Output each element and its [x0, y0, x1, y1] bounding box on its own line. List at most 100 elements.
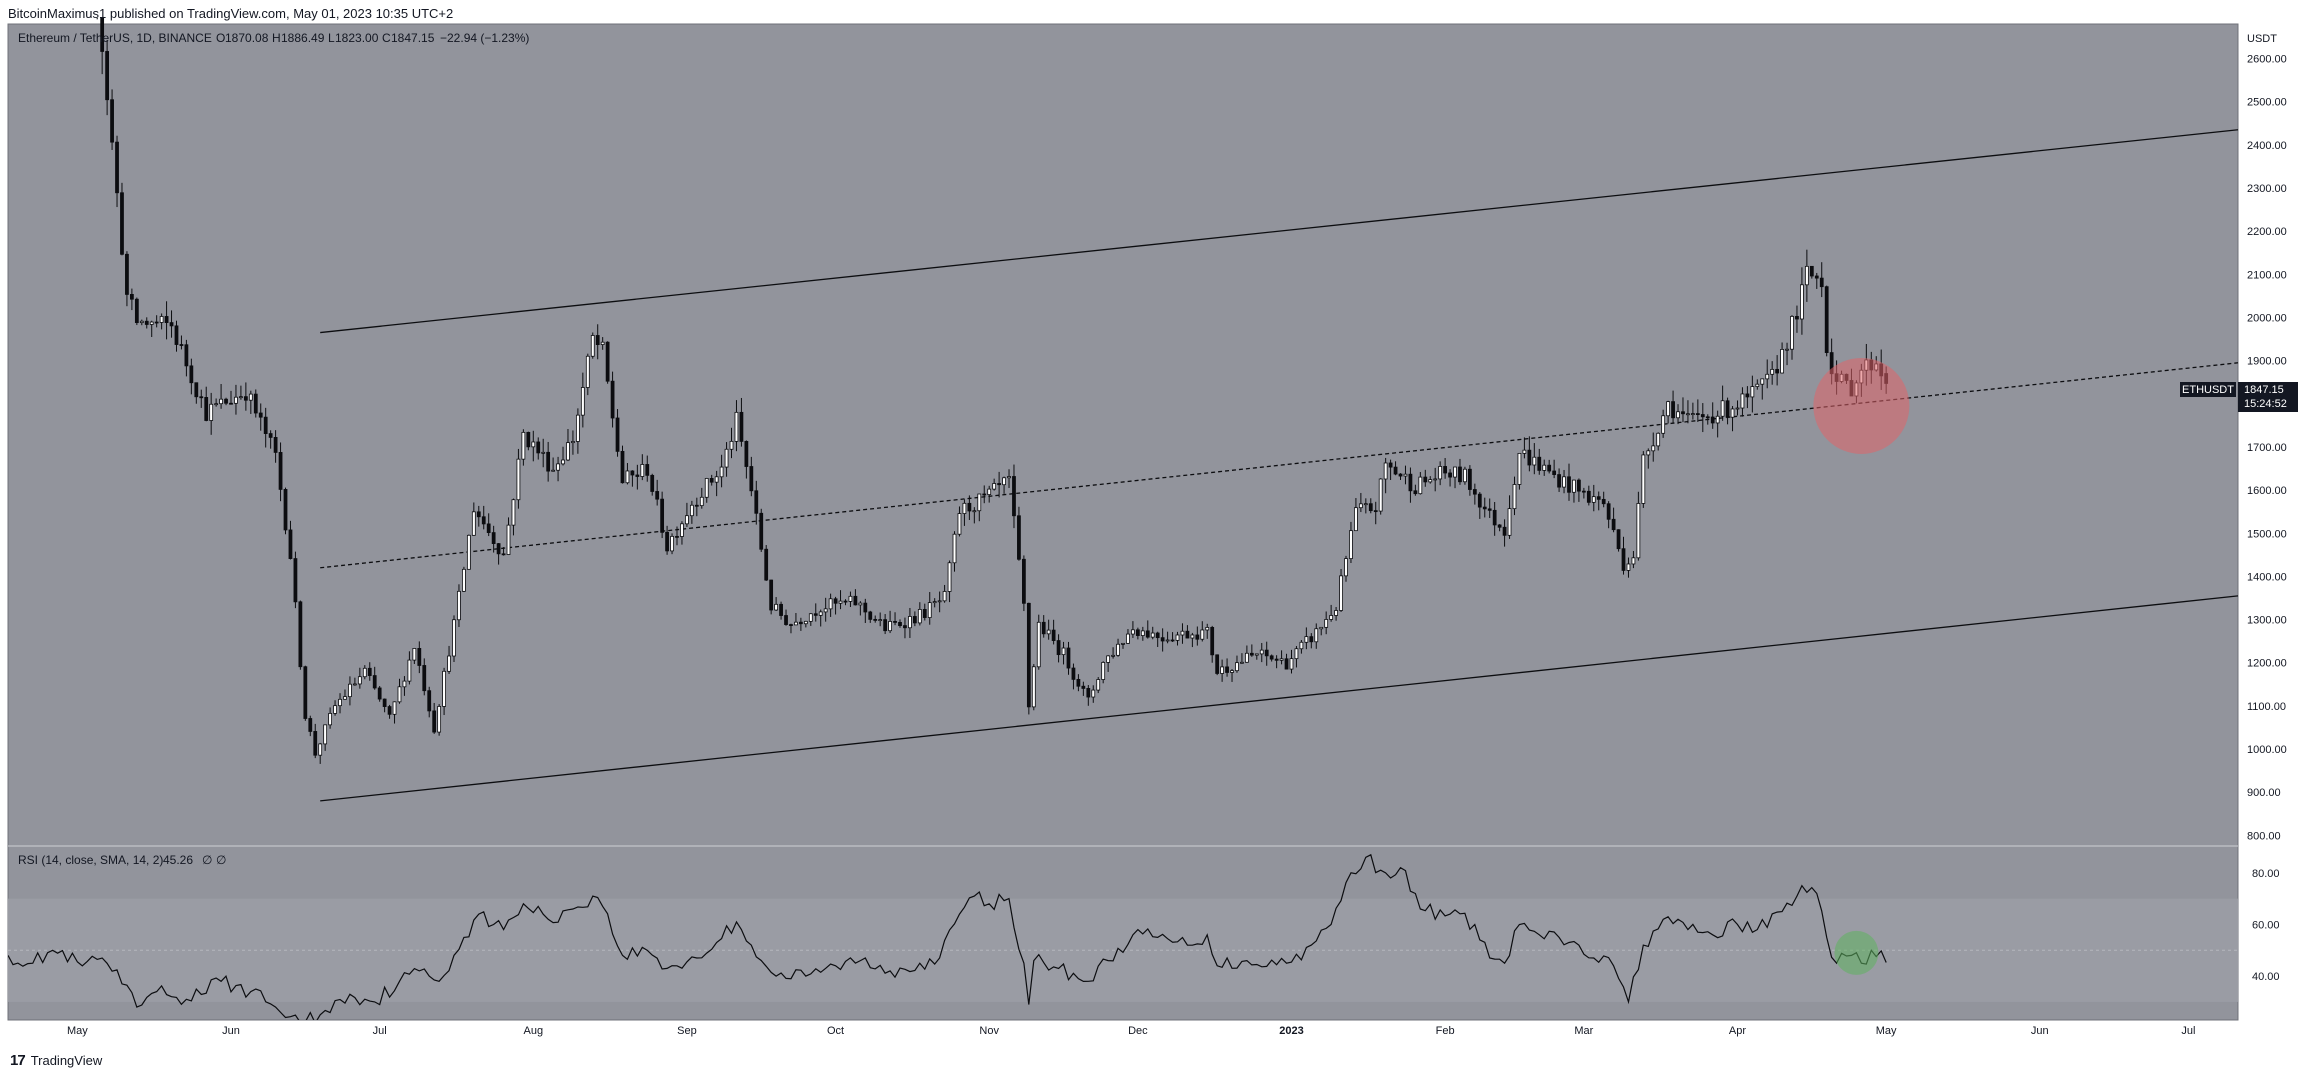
candle[interactable]: [868, 611, 873, 620]
candle[interactable]: [263, 416, 268, 434]
candle[interactable]: [1121, 642, 1125, 645]
candle[interactable]: [843, 600, 848, 603]
candle[interactable]: [888, 621, 892, 632]
candle[interactable]: [1785, 348, 1789, 351]
candle[interactable]: [1150, 632, 1155, 638]
candle[interactable]: [1621, 548, 1626, 571]
candle[interactable]: [253, 393, 258, 414]
candle[interactable]: [402, 680, 407, 688]
candle[interactable]: [1363, 503, 1368, 506]
candle[interactable]: [1468, 468, 1472, 490]
candle[interactable]: [1438, 466, 1443, 480]
candle[interactable]: [1710, 416, 1715, 424]
candle[interactable]: [209, 403, 214, 421]
candle[interactable]: [1448, 472, 1452, 478]
candle[interactable]: [1725, 400, 1730, 418]
candle[interactable]: [1299, 641, 1304, 650]
candle[interactable]: [922, 609, 927, 618]
candle[interactable]: [650, 474, 655, 492]
candle[interactable]: [1354, 507, 1358, 532]
candle[interactable]: [1339, 575, 1343, 611]
candle[interactable]: [729, 440, 734, 450]
candle[interactable]: [1572, 479, 1576, 493]
candle[interactable]: [818, 611, 823, 616]
rsi-line[interactable]: [8, 853, 1887, 1023]
candle[interactable]: [144, 320, 149, 325]
candle[interactable]: [1557, 474, 1561, 488]
candle[interactable]: [164, 316, 169, 323]
candle[interactable]: [1373, 510, 1378, 513]
candle[interactable]: [1606, 503, 1611, 520]
candle[interactable]: [501, 553, 506, 556]
candle[interactable]: [898, 622, 902, 626]
candle[interactable]: [516, 458, 521, 501]
candle[interactable]: [1220, 666, 1224, 674]
candle[interactable]: [1715, 415, 1720, 424]
candle[interactable]: [521, 431, 526, 460]
candle[interactable]: [1482, 506, 1487, 510]
candle[interactable]: [838, 600, 843, 604]
candle[interactable]: [1616, 529, 1621, 550]
candle[interactable]: [169, 322, 174, 327]
candle[interactable]: [1661, 415, 1666, 434]
candle[interactable]: [704, 478, 709, 498]
candle[interactable]: [1086, 688, 1091, 698]
candle[interactable]: [833, 598, 838, 604]
candle[interactable]: [912, 616, 917, 624]
candle[interactable]: [1358, 503, 1363, 509]
candle[interactable]: [962, 502, 967, 514]
candle[interactable]: [1477, 493, 1482, 508]
candle[interactable]: [685, 515, 689, 525]
candle[interactable]: [1259, 649, 1264, 655]
candle[interactable]: [1814, 275, 1819, 279]
candle[interactable]: [853, 595, 858, 606]
candle[interactable]: [566, 442, 570, 461]
candle[interactable]: [397, 686, 402, 703]
candle[interactable]: [1145, 630, 1150, 638]
candle[interactable]: [680, 523, 684, 537]
candle[interactable]: [541, 451, 546, 454]
candle[interactable]: [248, 393, 253, 401]
candle[interactable]: [655, 491, 660, 500]
candle[interactable]: [764, 548, 769, 581]
candle[interactable]: [194, 382, 199, 398]
candle[interactable]: [1368, 503, 1373, 512]
candle[interactable]: [204, 397, 209, 421]
candle[interactable]: [1686, 413, 1690, 416]
candle[interactable]: [1349, 530, 1353, 560]
candle[interactable]: [412, 648, 417, 661]
candle[interactable]: [803, 620, 808, 625]
candle[interactable]: [1720, 400, 1725, 417]
candle[interactable]: [1170, 639, 1175, 642]
candle[interactable]: [580, 387, 585, 416]
candle[interactable]: [214, 403, 219, 406]
candle[interactable]: [348, 683, 352, 698]
candle[interactable]: [1512, 484, 1517, 510]
candle[interactable]: [134, 298, 139, 324]
candle[interactable]: [595, 335, 600, 345]
candle[interactable]: [531, 441, 536, 448]
candle[interactable]: [823, 608, 828, 613]
candle[interactable]: [1517, 452, 1522, 485]
candle[interactable]: [1735, 407, 1740, 410]
candle[interactable]: [1532, 456, 1537, 466]
candle[interactable]: [149, 321, 154, 325]
candle[interactable]: [744, 441, 749, 467]
candle[interactable]: [1790, 316, 1794, 350]
candle[interactable]: [1458, 466, 1462, 483]
candle[interactable]: [590, 335, 595, 357]
candle[interactable]: [442, 670, 446, 707]
candle[interactable]: [511, 499, 516, 526]
candle[interactable]: [645, 464, 650, 476]
candle[interactable]: [452, 619, 456, 657]
candle[interactable]: [1611, 518, 1616, 531]
candle[interactable]: [1760, 378, 1765, 385]
candle[interactable]: [1428, 479, 1433, 483]
candle[interactable]: [1740, 393, 1745, 409]
candle[interactable]: [1403, 473, 1408, 477]
candle[interactable]: [878, 619, 883, 622]
candle[interactable]: [1051, 629, 1056, 641]
candle[interactable]: [258, 412, 263, 418]
price-badge[interactable]: ETHUSDT 1847.15 15:24:52: [2180, 382, 2298, 412]
candle[interactable]: [1155, 632, 1160, 639]
